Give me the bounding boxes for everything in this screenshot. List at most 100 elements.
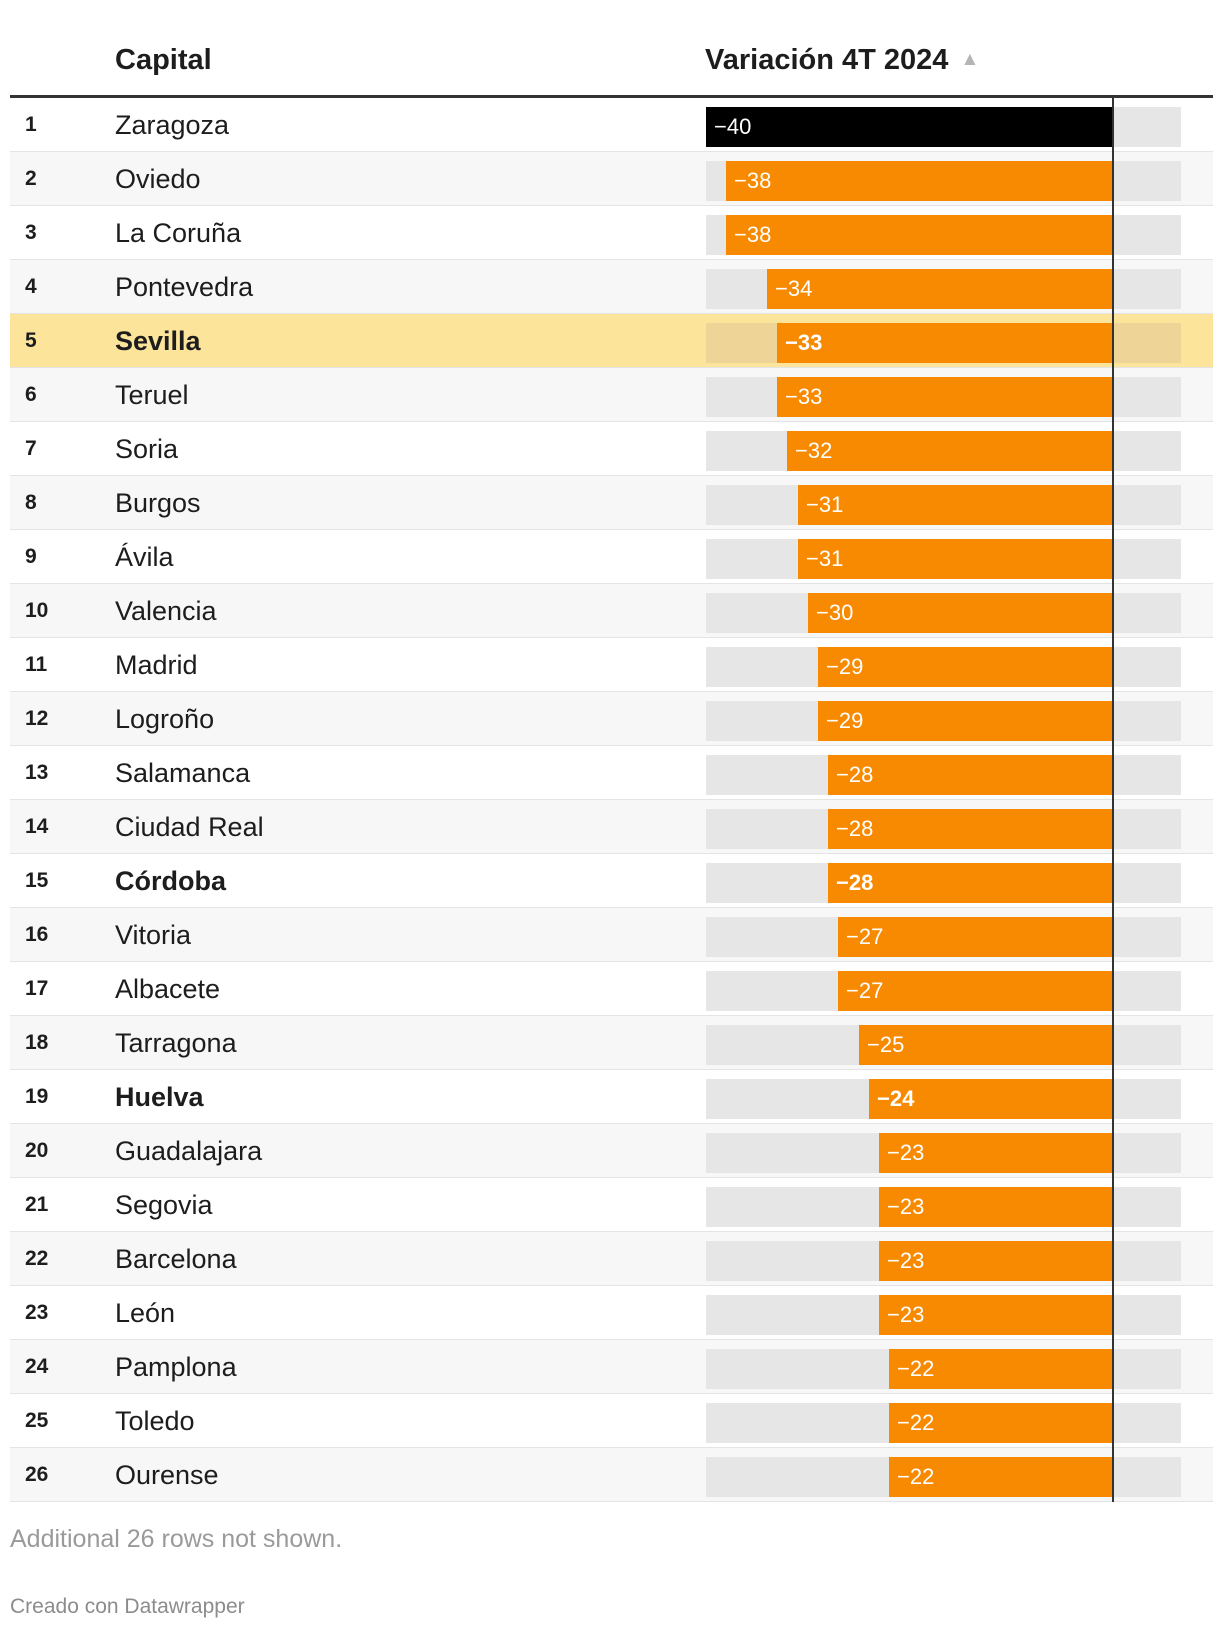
bar-value-label: −33	[785, 384, 823, 409]
row-rank: 14	[25, 815, 49, 838]
bar-mark	[818, 647, 1113, 687]
bar-mark	[726, 215, 1113, 255]
bar-mark	[859, 1025, 1113, 1065]
table-row: 11 Madrid −29	[10, 638, 1213, 692]
row-capital: Pontevedra	[115, 272, 254, 302]
bar-mark	[879, 1187, 1113, 1227]
table-row: 7 Soria −32	[10, 422, 1213, 476]
row-capital: Logroño	[115, 704, 215, 734]
bar-mark	[787, 431, 1113, 471]
row-capital: Huelva	[115, 1082, 204, 1112]
row-rank: 18	[25, 1031, 49, 1054]
row-rank: 9	[25, 545, 37, 568]
bar-mark	[706, 107, 1113, 147]
row-capital: Guadalajara	[115, 1136, 263, 1166]
row-rank: 17	[25, 977, 49, 1000]
bar-mark	[889, 1349, 1113, 1389]
row-rank: 1	[25, 113, 37, 136]
bar-value-label: −24	[877, 1086, 915, 1111]
row-capital: Toledo	[115, 1406, 195, 1436]
table-row: 24 Pamplona −22	[10, 1340, 1213, 1394]
bar-mark	[879, 1133, 1113, 1173]
table-row: 25 Toledo −22	[10, 1394, 1213, 1448]
bar-mark	[818, 701, 1113, 741]
bar-value-label: −29	[826, 654, 864, 679]
table-row: 17 Albacete −27	[10, 962, 1213, 1016]
row-rank: 4	[25, 275, 37, 298]
row-capital: Pamplona	[115, 1352, 237, 1382]
bar-value-label: −27	[846, 924, 884, 949]
table-row: 4 Pontevedra −34	[10, 260, 1213, 314]
table-row: 20 Guadalajara −23	[10, 1124, 1213, 1178]
bar-mark	[777, 323, 1113, 363]
row-rank: 5	[25, 329, 37, 352]
bar-value-label: −38	[734, 222, 772, 247]
bar-value-label: −23	[887, 1140, 925, 1165]
bar-value-label: −22	[897, 1464, 935, 1489]
table-row: 23 León −23	[10, 1286, 1213, 1340]
table-row: 3 La Coruña −38	[10, 206, 1213, 260]
row-capital: Ourense	[115, 1460, 219, 1490]
row-capital: Ciudad Real	[115, 812, 264, 842]
table-row: 18 Tarragona −25	[10, 1016, 1213, 1070]
table-body: 1 Zaragoza −40 2 Oviedo −38 3 La Coruña −38 4 Pont…	[10, 98, 1213, 1502]
bar-value-label: −25	[867, 1032, 905, 1057]
bar-mark	[879, 1295, 1113, 1335]
row-rank: 23	[25, 1301, 49, 1324]
row-rank: 21	[25, 1193, 49, 1216]
bar-mark	[838, 917, 1113, 957]
row-rank: 15	[25, 869, 49, 892]
row-rank: 2	[25, 167, 37, 190]
bar-mark	[798, 539, 1113, 579]
table-row: 22 Barcelona −23	[10, 1232, 1213, 1286]
bar-mark	[838, 971, 1113, 1011]
zero-axis-line	[1112, 98, 1114, 1502]
column-header-variacion[interactable]: Variación 4T 2024 ▲	[705, 44, 979, 77]
column-header-variacion-label: Variación 4T 2024	[705, 44, 949, 76]
table-row: 13 Salamanca −28	[10, 746, 1213, 800]
table-row: 5 Sevilla −33	[10, 314, 1213, 368]
bar-mark	[889, 1403, 1113, 1443]
bar-value-label: −23	[887, 1302, 925, 1327]
row-capital: Ávila	[115, 542, 174, 572]
table-row: 21 Segovia −23	[10, 1178, 1213, 1232]
row-capital: Valencia	[115, 596, 217, 626]
row-capital: Oviedo	[115, 164, 201, 194]
table-row: 9 Ávila −31	[10, 530, 1213, 584]
row-capital: Salamanca	[115, 758, 251, 788]
row-capital: Sevilla	[115, 326, 201, 356]
rows-not-shown-note: Additional 26 rows not shown.	[10, 1525, 343, 1553]
bar-value-label: −23	[887, 1248, 925, 1273]
row-rank: 12	[25, 707, 49, 730]
bar-mark	[828, 863, 1113, 903]
row-rank: 24	[25, 1355, 49, 1378]
bar-value-label: −38	[734, 168, 772, 193]
row-capital: Burgos	[115, 488, 201, 518]
bar-mark	[828, 755, 1113, 795]
bar-mark	[767, 269, 1113, 309]
table-row: 19 Huelva −24	[10, 1070, 1213, 1124]
row-rank: 20	[25, 1139, 49, 1162]
row-rank: 16	[25, 923, 49, 946]
table-row: 6 Teruel −33	[10, 368, 1213, 422]
row-rank: 22	[25, 1247, 49, 1270]
column-header-capital[interactable]: Capital	[115, 44, 212, 76]
row-capital: Zaragoza	[115, 110, 230, 140]
row-capital: La Coruña	[115, 218, 242, 248]
bar-value-label: −34	[775, 276, 813, 301]
table-row: 2 Oviedo −38	[10, 152, 1213, 206]
table-row: 1 Zaragoza −40	[10, 98, 1213, 152]
bar-value-label: −33	[785, 330, 823, 355]
bar-value-label: −28	[836, 762, 874, 787]
bar-mark	[879, 1241, 1113, 1281]
bar-value-label: −28	[836, 816, 874, 841]
datawrapper-credit[interactable]: Creado con Datawrapper	[10, 1595, 245, 1618]
bar-value-label: −29	[826, 708, 864, 733]
bar-mark	[726, 161, 1113, 201]
row-capital: Vitoria	[115, 920, 192, 950]
bar-mark	[828, 809, 1113, 849]
data-table: Capital Variación 4T 2024 ▲ 1 Zaragoza −40 2…	[10, 0, 1213, 1502]
bar-mark	[889, 1457, 1113, 1497]
sort-ascending-icon[interactable]: ▲	[960, 49, 980, 70]
bar-value-label: −31	[806, 546, 844, 571]
